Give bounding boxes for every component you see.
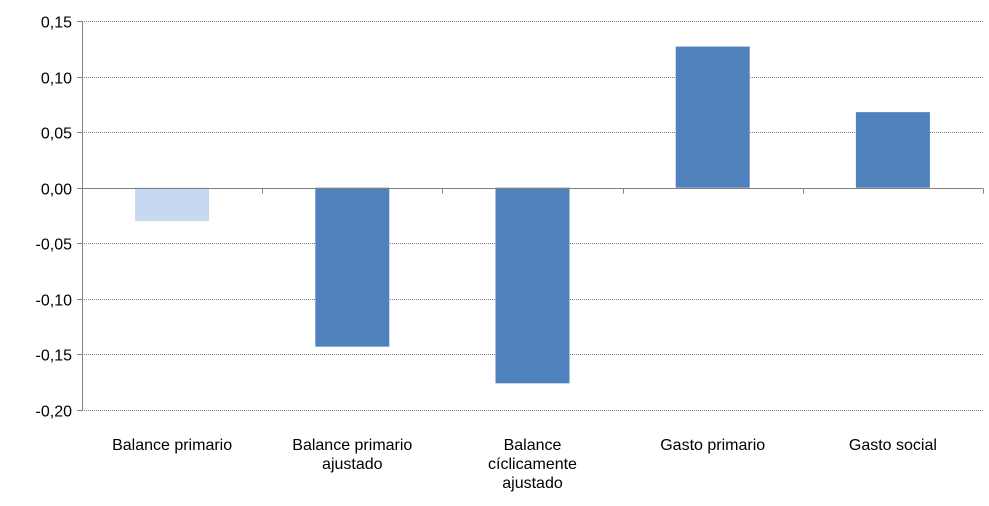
category-label: Balance primario ajustado (292, 437, 412, 473)
y-tick-label: -0,10 (36, 293, 73, 310)
y-tick-label: 0,15 (41, 15, 72, 32)
bar (855, 112, 930, 188)
category-label: Balance primario (112, 437, 232, 454)
y-tick-label: 0,10 (41, 71, 72, 88)
y-tick-labels: 0,15 0,10 0,05 0,00 -0,05 -0,10 -0,15 -0,20 (36, 15, 82, 421)
y-tick-label: -0,20 (36, 404, 73, 421)
bars (135, 46, 930, 384)
y-tick-label: -0,05 (36, 237, 73, 254)
y-tick-label: 0,05 (41, 126, 72, 143)
category-label: Gasto primario (660, 437, 765, 454)
y-tick-label: 0,00 (41, 182, 72, 199)
axes (82, 21, 983, 410)
bar (495, 187, 570, 384)
category-label: Balance cíclicamente ajustado (488, 437, 577, 492)
category-labels: Balance primario Balance primario ajustado… (112, 437, 937, 492)
bar (315, 187, 390, 347)
y-tick-label: -0,15 (36, 348, 73, 365)
category-label: Gasto social (849, 437, 937, 454)
bar (675, 46, 750, 188)
bar (135, 187, 210, 222)
x-tick-marks (82, 188, 984, 194)
